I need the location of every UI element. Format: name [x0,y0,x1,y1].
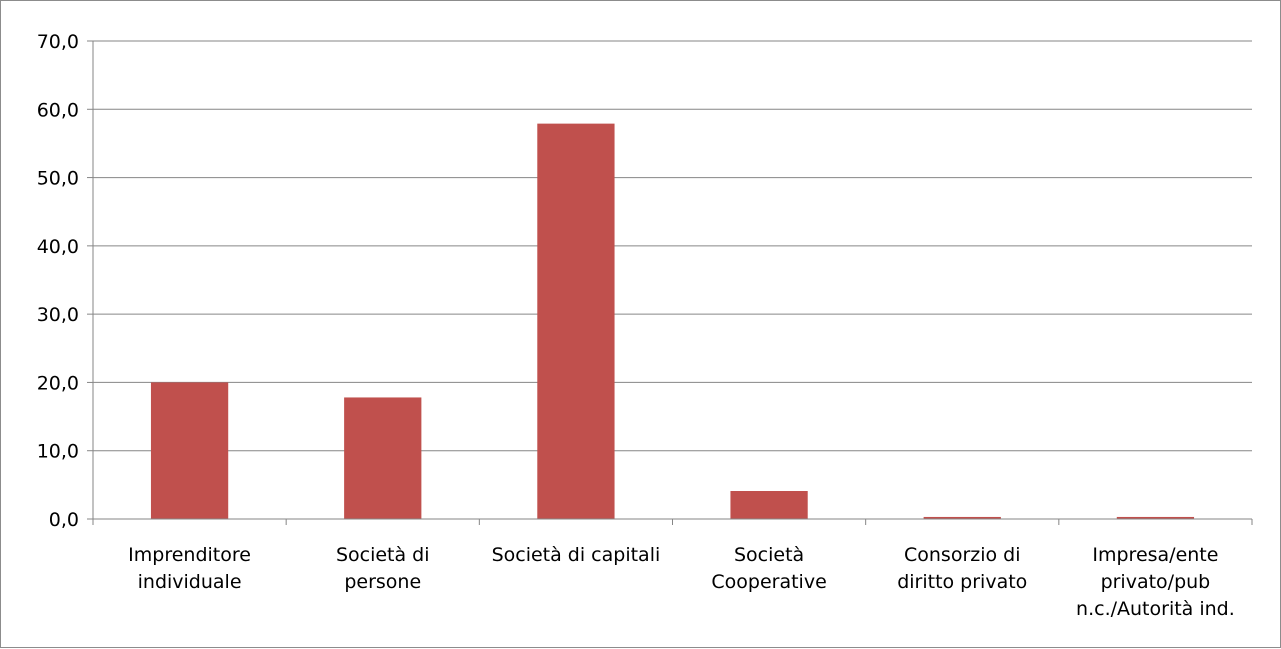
y-tick-label: 70,0 [37,31,79,53]
x-tick-label: Società Cooperative [711,544,826,593]
y-tick-label: 60,0 [37,99,79,121]
y-tick-label: 0,0 [49,509,79,531]
bar [1116,516,1195,519]
x-tick-label-line: Società di [336,544,430,566]
gridlines [93,40,1252,452]
x-tick-label-line: Cooperative [711,571,826,593]
y-tick-label: 30,0 [37,304,79,326]
y-tick-label: 40,0 [37,236,79,258]
x-axis-labels: Imprenditore individuale Società di persone… [128,544,1235,620]
y-tick-label: 10,0 [37,441,79,463]
x-tick-label-line: persone [344,571,421,593]
x-tick-label: Impresa/ente privato/pub n.c./Autorità ind… [1076,544,1235,620]
x-tick-label: Società di persone [336,544,430,593]
x-tick-label-line: Società [734,544,804,566]
x-tick-label: Società di capitali [492,544,661,566]
x-tick-label-line: n.c./Autorità ind. [1076,598,1235,620]
y-axis-ticks: 0,0 10,0 20,0 30,0 40,0 50,0 60,0 70,0 [37,31,79,531]
x-tick-label-line: Società di capitali [492,544,661,566]
bar [923,516,1001,519]
bar [537,123,615,519]
x-tick-label-line: privato/pub [1101,571,1211,593]
x-tick-label-line: individuale [138,571,242,593]
bar [730,491,808,519]
x-tick-label-line: diritto privato [897,571,1027,593]
y-tick-label: 50,0 [37,168,79,190]
y-tick-label: 20,0 [37,372,79,394]
x-tick-label: Consorzio di diritto privato [897,544,1027,593]
bar [150,382,229,519]
axes [87,40,1253,525]
bar [344,397,422,519]
x-tick-label-line: Imprenditore [128,544,251,566]
x-tick-label-line: Impresa/ente [1092,544,1218,566]
x-tick-label-line: Consorzio di [904,544,1021,566]
x-tick-label: Imprenditore individuale [128,544,251,593]
bars [150,123,1195,519]
